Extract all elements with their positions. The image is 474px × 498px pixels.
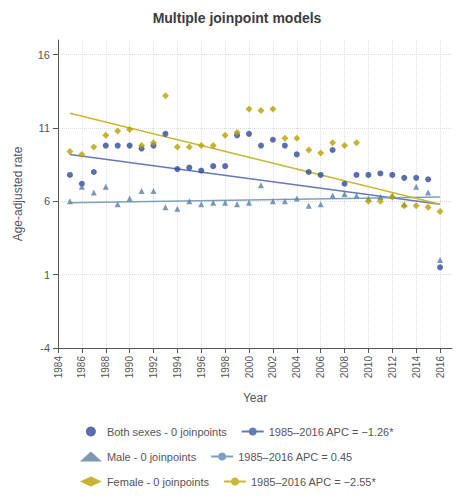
svg-text:Both sexes - 0 joinpoints: Both sexes - 0 joinpoints [107,426,227,438]
svg-text:1986: 1986 [76,356,87,379]
svg-text:Female - 0 joinpoints: Female - 0 joinpoints [107,476,210,488]
svg-text:1992: 1992 [148,356,159,379]
svg-text:-4: -4 [40,342,50,354]
svg-text:2002: 2002 [267,356,278,379]
svg-text:2008: 2008 [339,356,350,379]
svg-text:2016: 2016 [435,356,446,379]
svg-text:1994: 1994 [172,356,183,379]
svg-text:Age-adjusted rate: Age-adjusted rate [11,146,25,241]
svg-text:1996: 1996 [196,356,207,379]
svg-text:2006: 2006 [315,356,326,379]
svg-text:1985–2016 APC = 0.45: 1985–2016 APC = 0.45 [238,451,352,463]
svg-text:Multiple joinpoint models: Multiple joinpoint models [153,10,322,26]
svg-text:1985–2016 APC = −1.26*: 1985–2016 APC = −1.26* [269,426,394,438]
svg-text:6: 6 [44,195,50,207]
svg-text:2000: 2000 [244,356,255,379]
svg-text:Year: Year [243,391,267,405]
svg-text:1998: 1998 [220,356,231,379]
svg-text:2012: 2012 [387,356,398,379]
svg-text:11: 11 [39,122,50,134]
svg-text:16: 16 [38,49,50,61]
svg-text:1985–2016 APC = −2.55*: 1985–2016 APC = −2.55* [251,476,376,488]
svg-text:1: 1 [44,269,50,281]
svg-text:1988: 1988 [100,356,111,379]
svg-text:1990: 1990 [124,356,135,379]
svg-text:2014: 2014 [411,356,422,379]
svg-text:2004: 2004 [291,356,302,379]
svg-text:1984: 1984 [53,356,64,379]
svg-text:2010: 2010 [363,356,374,379]
svg-text:Male - 0 joinpoints: Male - 0 joinpoints [107,451,197,463]
